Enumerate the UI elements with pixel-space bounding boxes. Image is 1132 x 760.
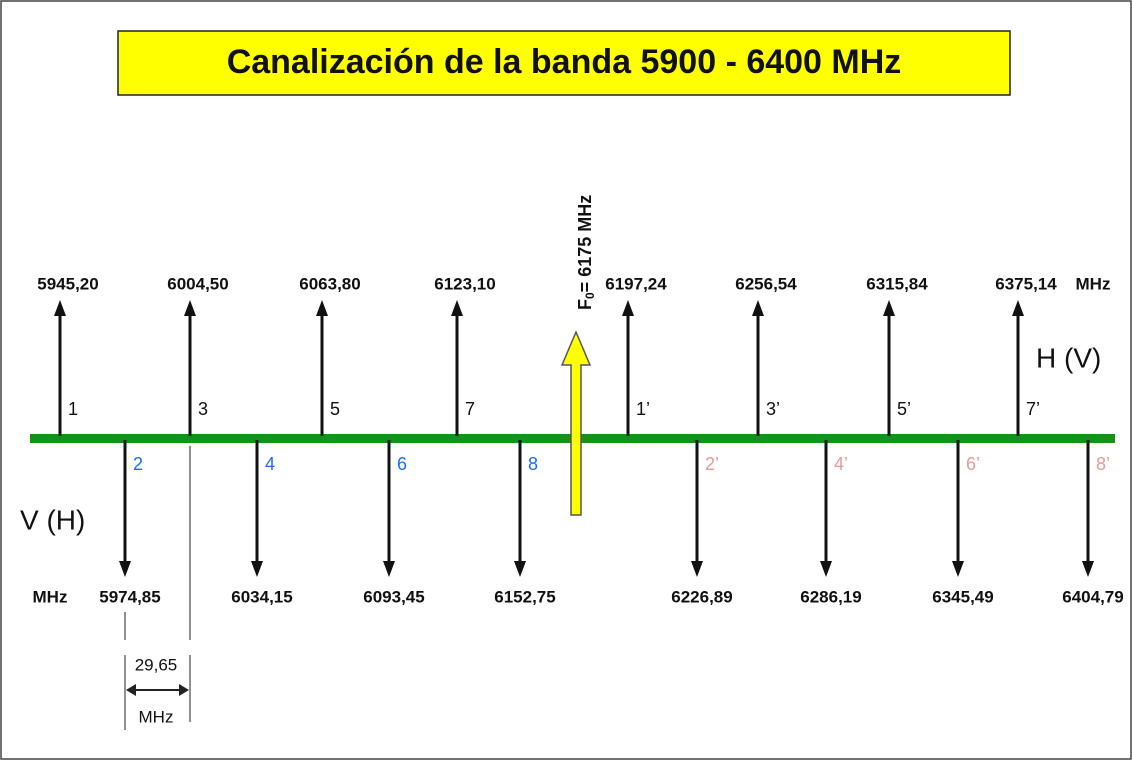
channel-number: 7’ — [1026, 399, 1040, 419]
channel-number: 2’ — [705, 454, 719, 474]
channel-number: 4 — [265, 454, 275, 474]
channel-frequency: 6375,14 — [995, 274, 1057, 293]
channel-number: 5’ — [897, 399, 911, 419]
center-text: = 6175 MHz — [575, 195, 595, 293]
channel-frequency: 6256,54 — [735, 274, 797, 293]
center-label: F0= 6175 MHz — [575, 195, 597, 310]
channel-number: 1 — [68, 399, 78, 419]
lower-unit: MHz — [33, 587, 68, 606]
arrowhead — [752, 300, 764, 316]
channel-frequency: 6123,10 — [434, 274, 495, 293]
center-symbol: F — [575, 299, 595, 310]
arrowhead — [622, 300, 634, 316]
title-box — [117, 30, 1011, 96]
channel-number: 1’ — [636, 399, 650, 419]
channel-number: 2 — [133, 454, 143, 474]
arrowhead — [383, 561, 395, 577]
channel-number: 6’ — [966, 454, 980, 474]
channel-frequency: 6152,75 — [494, 587, 555, 606]
arrowhead — [251, 561, 263, 577]
channel-number: 3 — [198, 399, 208, 419]
arrowhead — [1082, 561, 1094, 577]
channel-frequency: 6404,79 — [1062, 587, 1123, 606]
arrowhead — [451, 300, 463, 316]
channel-number: 4’ — [834, 454, 848, 474]
channel-frequency: 6004,50 — [167, 274, 228, 293]
channel-frequency: 6063,80 — [299, 274, 360, 293]
channel-frequency: 6093,45 — [363, 587, 424, 606]
spacing-arrowhead — [126, 684, 136, 696]
arrowhead — [1012, 300, 1024, 316]
channel-frequency: 6345,49 — [932, 587, 993, 606]
channel-number: 3’ — [766, 399, 780, 419]
arrowhead — [184, 300, 196, 316]
channel-number: 6 — [397, 454, 407, 474]
spacing-lines — [124, 446, 191, 730]
spacing-value: 29,65 — [135, 655, 178, 674]
channel-frequency: 6034,15 — [231, 587, 292, 606]
center-arrow — [560, 330, 592, 516]
title: Canalización de la banda 5900 - 6400 MHz — [227, 43, 902, 81]
center-subscript: 0 — [583, 292, 597, 299]
channel-number: 8’ — [1096, 454, 1110, 474]
arrowhead — [119, 561, 131, 577]
channel-number: 7 — [465, 399, 475, 419]
arrowhead — [820, 561, 832, 577]
channel-frequency: 5974,85 — [99, 587, 160, 606]
upper-unit: MHz — [1076, 274, 1111, 293]
spacing-arrowhead — [179, 684, 189, 696]
channel-number: 5 — [330, 399, 340, 419]
arrowhead — [952, 561, 964, 577]
arrowhead — [883, 300, 895, 316]
arrowhead — [316, 300, 328, 316]
arrowhead — [54, 300, 66, 316]
arrowhead — [691, 561, 703, 577]
channel-frequency: 6197,24 — [605, 274, 667, 293]
spacing-unit: MHz — [139, 707, 174, 726]
channel-frequency: 6315,84 — [866, 274, 928, 293]
channel-number: 8 — [528, 454, 538, 474]
upper-polarization: H (V) — [1036, 342, 1101, 373]
channel-frequency: 5945,20 — [37, 274, 98, 293]
channel-frequency: 6286,19 — [800, 587, 861, 606]
channel-frequency: 6226,89 — [671, 587, 732, 606]
lower-polarization: V (H) — [20, 504, 85, 535]
arrowhead — [514, 561, 526, 577]
